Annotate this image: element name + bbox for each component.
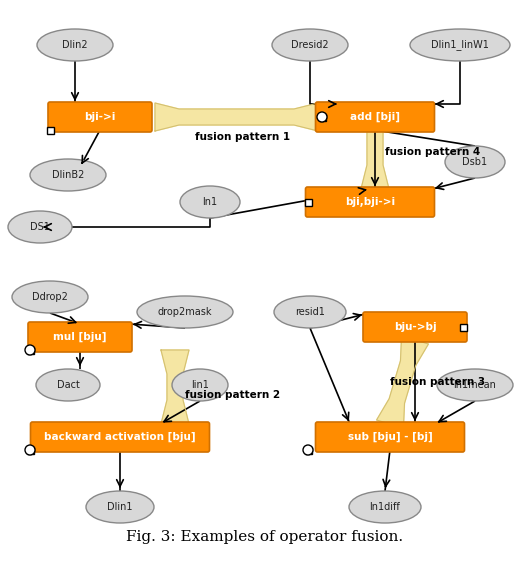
Text: fusion pattern 1: fusion pattern 1 — [195, 132, 290, 142]
Polygon shape — [161, 350, 189, 424]
Bar — [26, 447, 33, 453]
FancyBboxPatch shape — [305, 187, 435, 217]
FancyBboxPatch shape — [363, 312, 467, 342]
Ellipse shape — [180, 186, 240, 218]
Text: Ddrop2: Ddrop2 — [32, 292, 68, 302]
Circle shape — [303, 445, 313, 455]
Ellipse shape — [12, 281, 88, 313]
Text: lin1: lin1 — [191, 380, 209, 390]
Text: fusion pattern 3: fusion pattern 3 — [390, 377, 485, 387]
Ellipse shape — [37, 29, 113, 61]
Text: DlinB2: DlinB2 — [52, 170, 84, 180]
Polygon shape — [155, 103, 318, 131]
Text: resid1: resid1 — [295, 307, 325, 317]
Text: mul [bju]: mul [bju] — [53, 332, 107, 342]
Circle shape — [25, 445, 35, 455]
Bar — [305, 199, 312, 205]
Ellipse shape — [445, 146, 505, 178]
Text: Dresid2: Dresid2 — [291, 40, 329, 50]
Bar — [319, 113, 325, 121]
Text: sub [bju] - [bj]: sub [bju] - [bj] — [348, 432, 432, 442]
Text: backward activation [bju]: backward activation [bju] — [44, 432, 196, 442]
Ellipse shape — [349, 491, 421, 523]
Bar — [460, 324, 466, 331]
Text: Dsb1: Dsb1 — [463, 157, 488, 167]
Text: ln1: ln1 — [202, 197, 217, 207]
Text: add [bji]: add [bji] — [350, 112, 400, 122]
Ellipse shape — [36, 369, 100, 401]
Text: bju->bj: bju->bj — [394, 322, 436, 332]
Ellipse shape — [30, 159, 106, 191]
Ellipse shape — [272, 29, 348, 61]
FancyBboxPatch shape — [28, 322, 132, 352]
Text: Dlin1: Dlin1 — [107, 502, 132, 512]
Ellipse shape — [172, 369, 228, 401]
Ellipse shape — [137, 296, 233, 328]
Text: drop2mask: drop2mask — [158, 307, 212, 317]
Polygon shape — [361, 104, 389, 189]
Circle shape — [25, 345, 35, 355]
Text: Dlin2: Dlin2 — [62, 40, 88, 50]
Ellipse shape — [410, 29, 510, 61]
Ellipse shape — [274, 296, 346, 328]
Text: ln1mean: ln1mean — [454, 380, 497, 390]
Text: bji->i: bji->i — [84, 112, 116, 122]
Ellipse shape — [86, 491, 154, 523]
Text: bji,bji->i: bji,bji->i — [345, 197, 395, 207]
Text: fusion pattern 2: fusion pattern 2 — [185, 390, 280, 400]
Text: ln1diff: ln1diff — [369, 502, 400, 512]
Text: fusion pattern 4: fusion pattern 4 — [385, 147, 480, 157]
Bar — [305, 447, 312, 453]
FancyBboxPatch shape — [48, 102, 152, 132]
Ellipse shape — [8, 211, 72, 243]
Bar — [47, 126, 54, 134]
Circle shape — [317, 112, 327, 122]
Text: Fig. 3: Examples of operator fusion.: Fig. 3: Examples of operator fusion. — [127, 530, 403, 544]
FancyBboxPatch shape — [315, 102, 435, 132]
Bar — [26, 346, 33, 354]
Polygon shape — [377, 336, 428, 428]
Text: DS1: DS1 — [30, 222, 50, 232]
Text: Dact: Dact — [57, 380, 80, 390]
FancyBboxPatch shape — [315, 422, 464, 452]
Ellipse shape — [437, 369, 513, 401]
FancyBboxPatch shape — [31, 422, 209, 452]
Text: Dlin1_linW1: Dlin1_linW1 — [431, 39, 489, 50]
